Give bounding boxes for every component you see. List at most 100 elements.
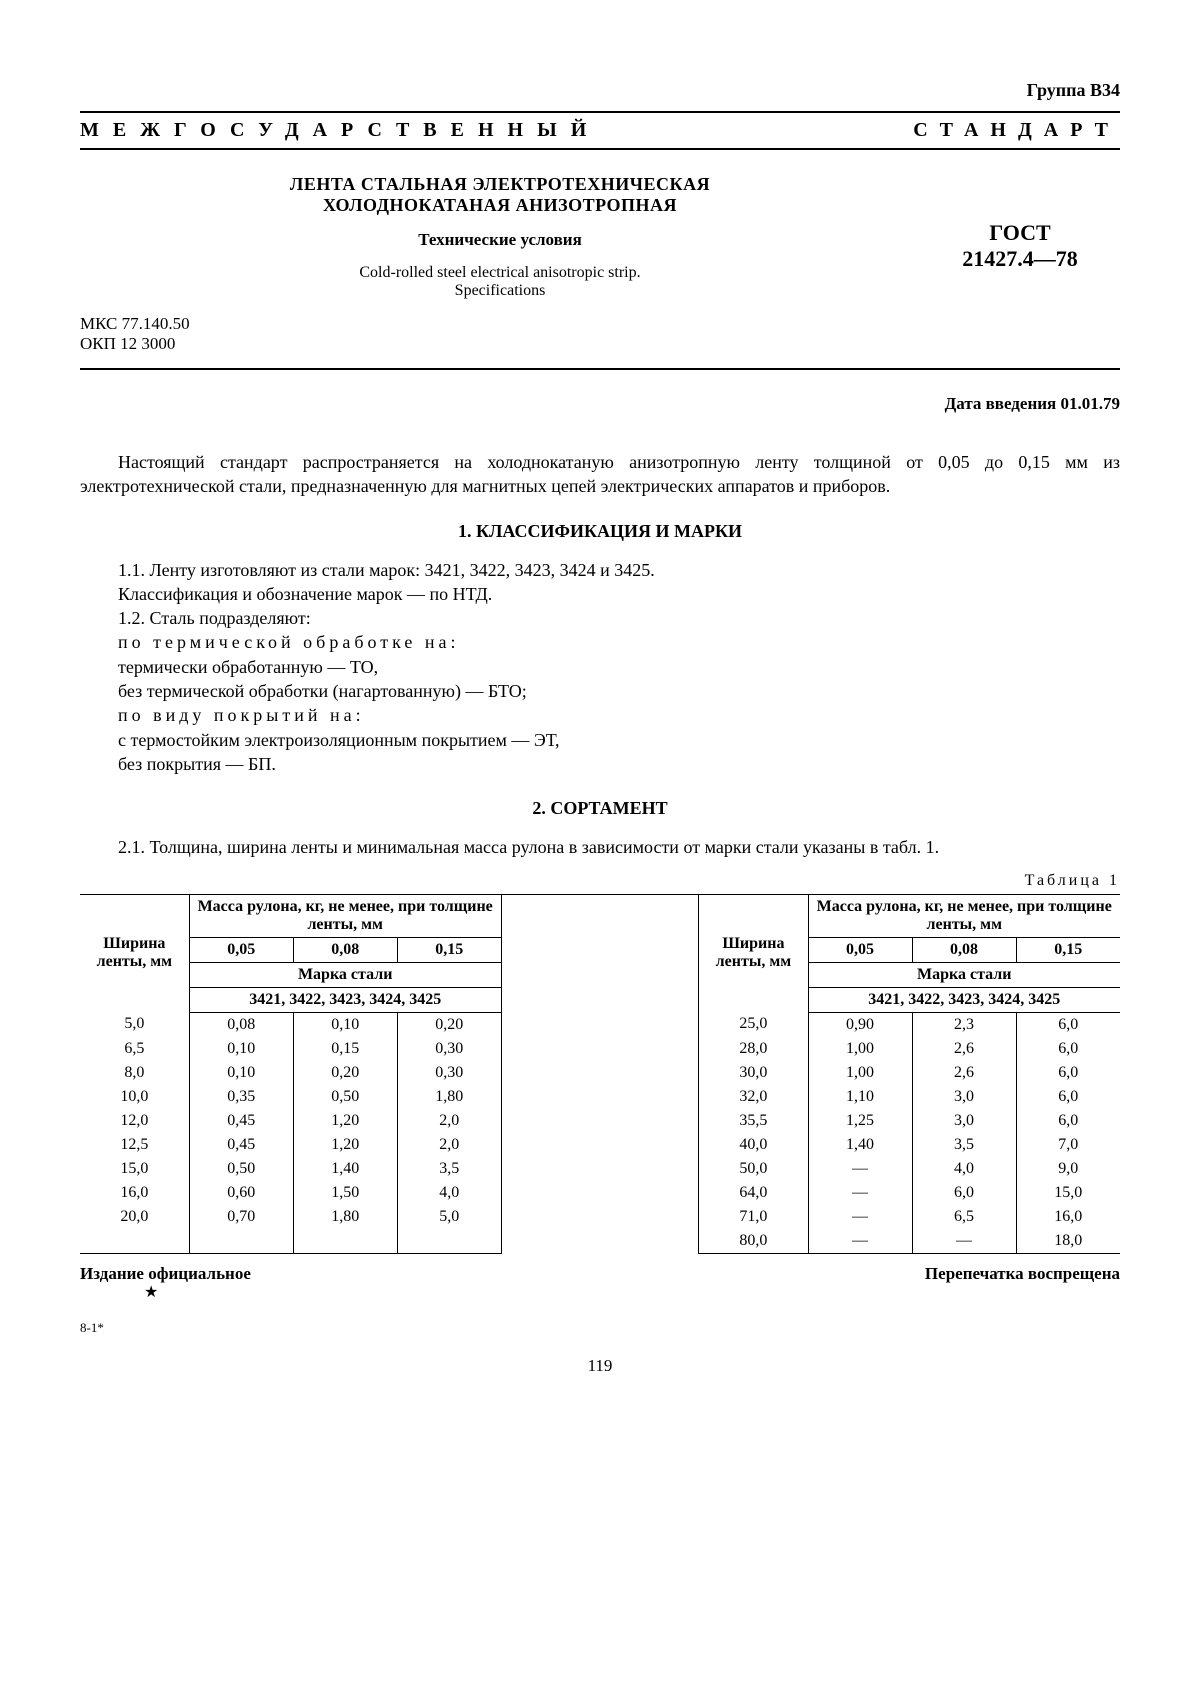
table-row: 15,00,501,403,550,0—4,09,0 (80, 1157, 1120, 1181)
table-cell: 7,0 (1016, 1133, 1120, 1157)
thickness-col: 0,08 (912, 937, 1016, 962)
page-number: 119 (80, 1356, 1120, 1376)
table-cell: 32,0 (699, 1085, 808, 1109)
s2-paragraph: 2.1. Толщина, ширина ленты и минимальная… (80, 835, 1120, 859)
table-cell: 0,45 (189, 1133, 293, 1157)
table-caption: Таблица 1 (80, 872, 1120, 890)
table-row: 12,00,451,202,035,51,253,06,0 (80, 1109, 1120, 1133)
table-cell: 1,40 (808, 1133, 912, 1157)
col-hdr-mass: Масса рулона, кг, не менее, при толщине … (189, 894, 501, 937)
grade-list: 3421, 3422, 3423, 3424, 3425 (808, 987, 1120, 1012)
thickness-col: 0,08 (293, 937, 397, 962)
table-cell: 6,5 (80, 1037, 189, 1061)
table-cell: 20,0 (80, 1205, 189, 1229)
table-row: 5,00,080,100,2025,00,902,36,0 (80, 1012, 1120, 1037)
table-cell: 0,90 (808, 1012, 912, 1037)
table-cell: 30,0 (699, 1061, 808, 1085)
grade-hdr: Марка стали (189, 962, 501, 987)
intro-date: Дата введения 01.01.79 (80, 394, 1120, 414)
s1-line: с термостойким электроизоляционным покры… (80, 728, 1120, 752)
table-cell: 1,80 (397, 1085, 501, 1109)
table-cell: 71,0 (699, 1205, 808, 1229)
table-cell: 0,15 (293, 1037, 397, 1061)
table-cell (397, 1229, 501, 1254)
table-cell: 5,0 (80, 1012, 189, 1037)
print-signature: 8-1* (80, 1320, 1120, 1336)
table-row: 6,50,100,150,3028,01,002,66,0 (80, 1037, 1120, 1061)
table-cell: 4,0 (397, 1181, 501, 1205)
table-cell: 3,5 (912, 1133, 1016, 1157)
table-row: 12,50,451,202,040,01,403,57,0 (80, 1133, 1120, 1157)
table-cell: 1,40 (293, 1157, 397, 1181)
table-body: 5,00,080,100,2025,00,902,36,06,50,100,15… (80, 1012, 1120, 1253)
table-cell: 0,50 (189, 1157, 293, 1181)
code-mks: МКС 77.140.50 (80, 314, 920, 334)
table-cell: 4,0 (912, 1157, 1016, 1181)
table-cell: 40,0 (699, 1133, 808, 1157)
table-cell: — (808, 1157, 912, 1181)
thickness-col: 0,15 (397, 937, 501, 962)
table-cell: 28,0 (699, 1037, 808, 1061)
table-cell: 0,20 (397, 1012, 501, 1037)
table-cell: 1,10 (808, 1085, 912, 1109)
table-cell: 0,60 (189, 1181, 293, 1205)
col-hdr-width: Ширина ленты, мм (80, 894, 189, 1012)
table-cell (80, 1229, 189, 1254)
table-cell: 0,10 (189, 1037, 293, 1061)
s1-line: 1.1. Ленту изготовляют из стали марок: 3… (80, 558, 1120, 582)
col-hdr-mass: Масса рулона, кг, не менее, при толщине … (808, 894, 1120, 937)
table-cell: 6,0 (912, 1181, 1016, 1205)
table-cell: 15,0 (1016, 1181, 1120, 1205)
intro-paragraph: Настоящий стандарт распространяется на х… (80, 450, 1120, 499)
table-cell: 10,0 (80, 1085, 189, 1109)
section1-heading: 1. КЛАССИФИКАЦИЯ И МАРКИ (80, 521, 1120, 542)
table-cell: 2,3 (912, 1012, 1016, 1037)
table-row: 80,0——18,0 (80, 1229, 1120, 1254)
table-cell: 2,6 (912, 1037, 1016, 1061)
s1-line: Классификация и обозначение марок — по Н… (80, 582, 1120, 606)
s1-line: без термической обработки (нагартованную… (80, 679, 1120, 703)
table-cell: 0,70 (189, 1205, 293, 1229)
table-cell: 6,0 (1016, 1061, 1120, 1085)
s1-spaced: по виду покрытий на: (80, 703, 1120, 727)
table-cell: 18,0 (1016, 1229, 1120, 1254)
table-cell: 6,5 (912, 1205, 1016, 1229)
standard-banner: МЕЖГОСУДАРСТВЕННЫЙ СТАНДАРТ (80, 111, 1120, 150)
table-cell: 0,20 (293, 1061, 397, 1085)
table-cell: 6,0 (1016, 1085, 1120, 1109)
star-icon: ★ (144, 1282, 1120, 1302)
footer-right: Перепечатка воспрещена (925, 1264, 1120, 1284)
table-cell: 1,50 (293, 1181, 397, 1205)
table-cell: 16,0 (80, 1181, 189, 1205)
col-hdr-width: Ширина ленты, мм (699, 894, 808, 1012)
gost-label: ГОСТ (920, 220, 1120, 246)
section1-body: 1.1. Ленту изготовляют из стали марок: 3… (80, 558, 1120, 777)
table-row: 20,00,701,805,071,0—6,516,0 (80, 1205, 1120, 1229)
table-cell: 1,20 (293, 1109, 397, 1133)
table-cell: 64,0 (699, 1181, 808, 1205)
thickness-col: 0,05 (189, 937, 293, 962)
table-cell: 80,0 (699, 1229, 808, 1254)
table-cell: 3,0 (912, 1109, 1016, 1133)
table-cell: 12,0 (80, 1109, 189, 1133)
table-cell: 2,6 (912, 1061, 1016, 1085)
table-cell: 8,0 (80, 1061, 189, 1085)
table-cell: 1,00 (808, 1061, 912, 1085)
thickness-col: 0,05 (808, 937, 912, 962)
table-cell: 0,08 (189, 1012, 293, 1037)
table-cell: 0,45 (189, 1109, 293, 1133)
table-cell: 1,80 (293, 1205, 397, 1229)
code-okp: ОКП 12 3000 (80, 334, 920, 354)
table-cell: 2,0 (397, 1109, 501, 1133)
table-cell: 0,30 (397, 1037, 501, 1061)
table-cell: 6,0 (1016, 1012, 1120, 1037)
footer-left: Издание официальное (80, 1264, 251, 1284)
table-cell: 0,35 (189, 1085, 293, 1109)
group-code: Группа В34 (80, 80, 1120, 101)
table-cell: 35,5 (699, 1109, 808, 1133)
table-row: 16,00,601,504,064,0—6,015,0 (80, 1181, 1120, 1205)
sortament-table: Ширина ленты, мм Масса рулона, кг, не ме… (80, 894, 1120, 1254)
table-cell: 3,0 (912, 1085, 1016, 1109)
table-cell: 0,50 (293, 1085, 397, 1109)
s1-spaced: по термической обработке на: (80, 630, 1120, 654)
